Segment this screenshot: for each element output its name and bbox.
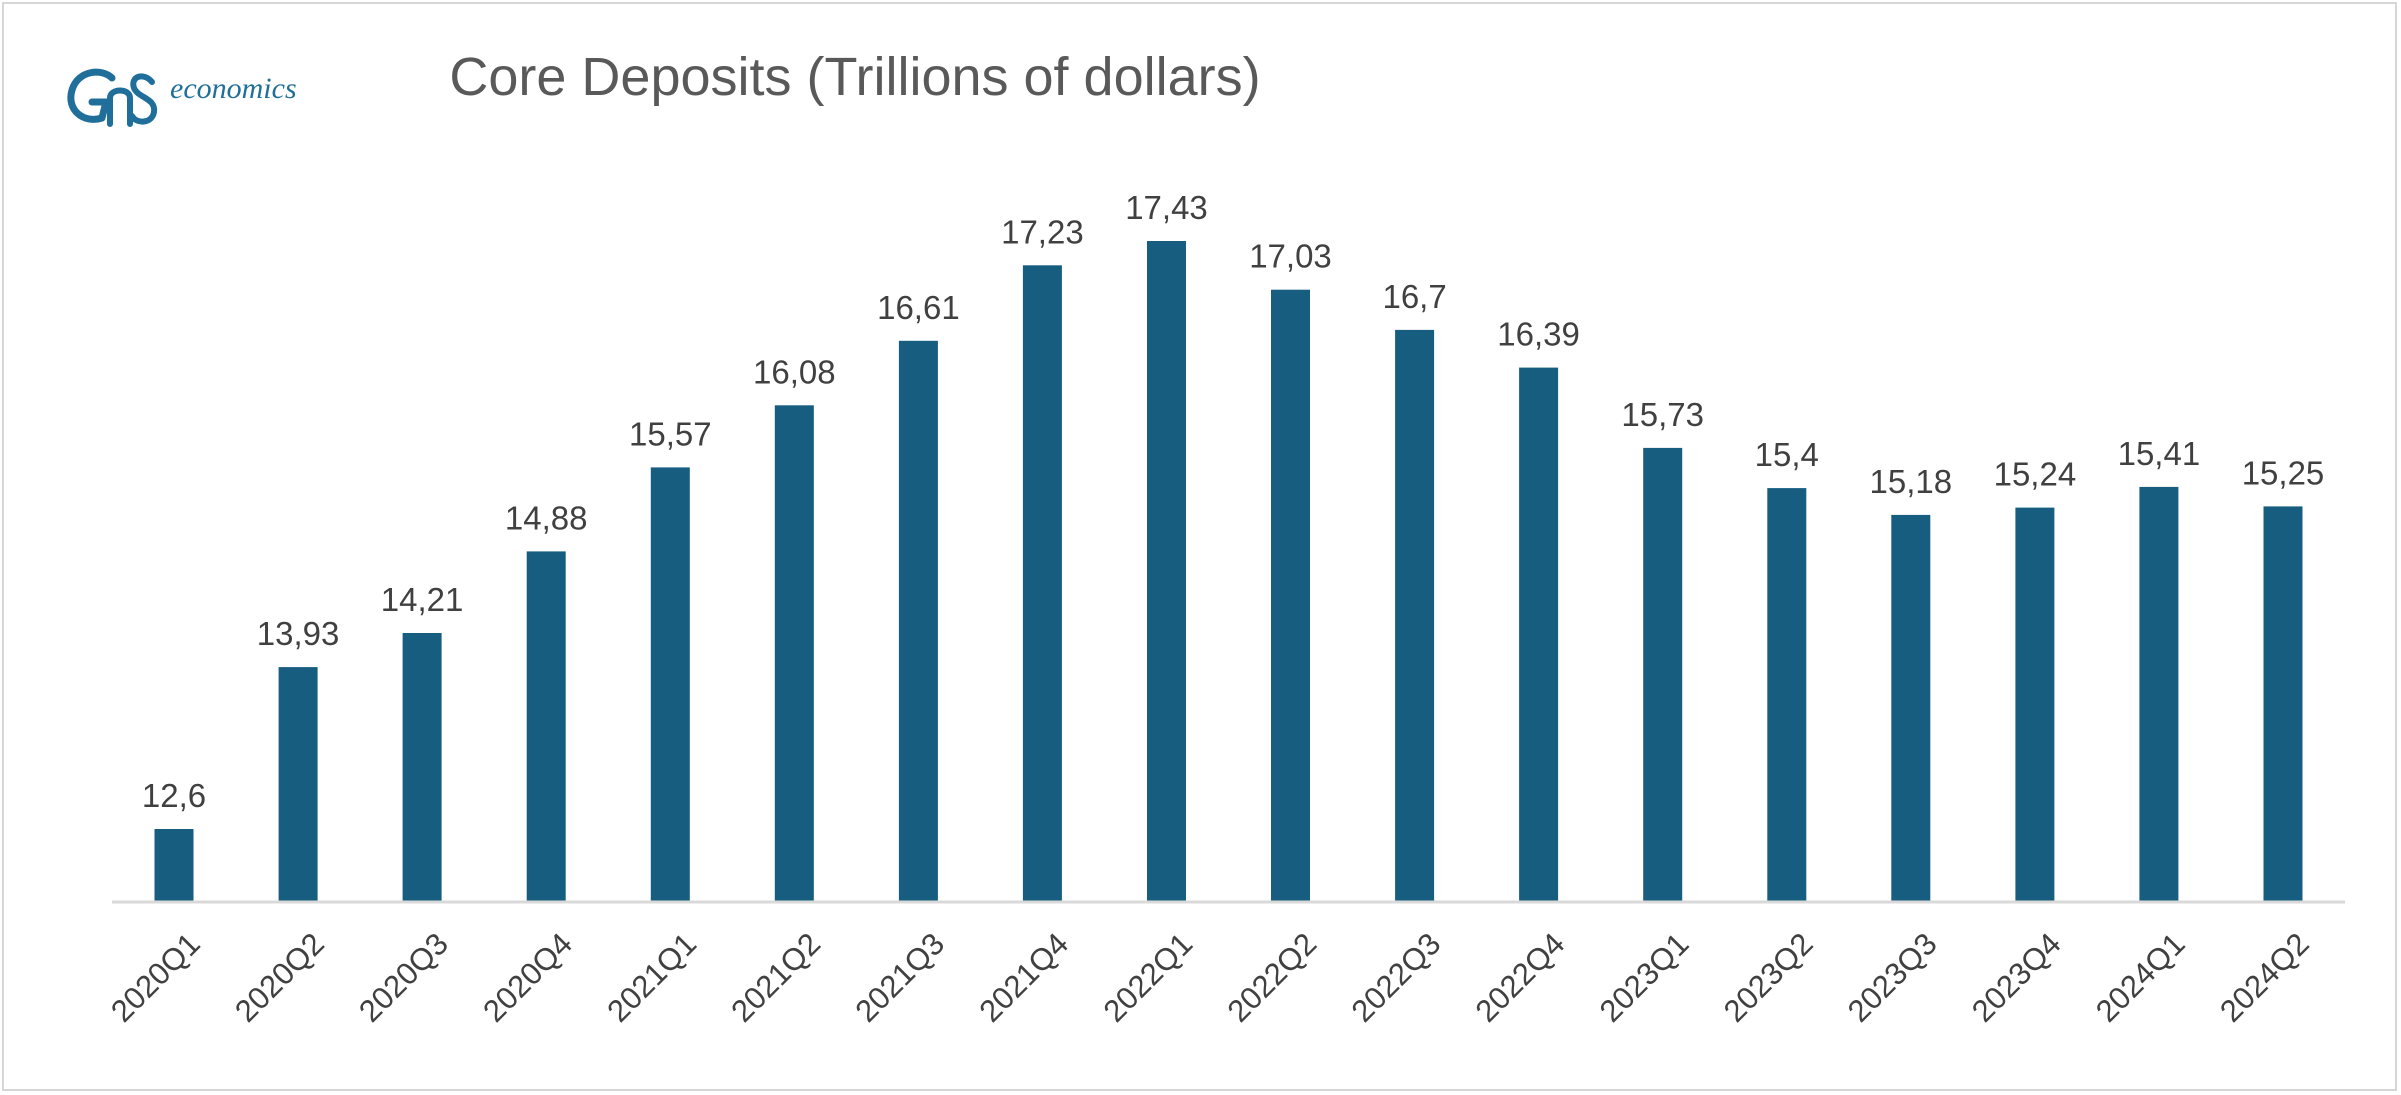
data-label-2023Q4: 15,24 xyxy=(1994,456,2077,493)
bar-2022Q1 xyxy=(1147,241,1186,902)
x-tick-label-2023Q4: 2023Q4 xyxy=(1965,926,2068,1029)
x-tick-label-2023Q2: 2023Q2 xyxy=(1717,926,1820,1029)
bar-2020Q1 xyxy=(154,829,194,902)
data-label-2022Q1: 17,43 xyxy=(1125,189,1208,226)
x-tick-label-2022Q4: 2022Q4 xyxy=(1469,926,1572,1029)
bar-2023Q1 xyxy=(1643,447,1683,902)
x-tick-label-2020Q1: 2020Q1 xyxy=(104,926,207,1029)
bar-2021Q4 xyxy=(1022,265,1062,902)
data-label-2022Q3: 16,7 xyxy=(1382,278,1446,315)
x-tick-label-2021Q4: 2021Q4 xyxy=(972,926,1075,1029)
x-tick-label-2022Q1: 2022Q1 xyxy=(1097,926,1200,1029)
bars-layer xyxy=(154,241,2303,903)
bar-2022Q2 xyxy=(1271,289,1310,902)
data-label-2022Q4: 16,39 xyxy=(1497,316,1580,353)
data-labels-layer: 12,6 13,93 14,21 14,88 15,57 16,08 16,61 17,23 1… xyxy=(142,189,2324,814)
bar-2022Q4 xyxy=(1519,367,1559,903)
data-label-2024Q1: 15,41 xyxy=(2118,435,2201,472)
x-tick-label-2021Q1: 2021Q1 xyxy=(600,926,703,1029)
x-tick-label-2022Q3: 2022Q3 xyxy=(1345,926,1448,1029)
bar-2023Q2 xyxy=(1767,488,1807,902)
x-tick-label-2023Q1: 2023Q1 xyxy=(1593,926,1696,1029)
data-label-2021Q2: 16,08 xyxy=(753,353,836,390)
x-tick-label-2021Q2: 2021Q2 xyxy=(724,926,827,1029)
data-label-2023Q3: 15,18 xyxy=(1870,463,1953,500)
bar-2020Q2 xyxy=(278,667,318,902)
bar-2023Q4 xyxy=(2015,507,2055,902)
bar-2021Q2 xyxy=(774,405,814,902)
x-tick-label-2024Q2: 2024Q2 xyxy=(2213,926,2316,1029)
data-label-2020Q4: 14,88 xyxy=(505,499,588,536)
bar-2021Q3 xyxy=(898,340,938,902)
data-label-2024Q2: 15,25 xyxy=(2242,454,2325,491)
x-tick-label-2022Q2: 2022Q2 xyxy=(1221,926,1324,1029)
x-tick-label-2020Q2: 2020Q2 xyxy=(228,926,331,1029)
chart-title: Core Deposits (Trillions of dollars) xyxy=(449,47,1260,107)
data-label-2020Q1: 12,6 xyxy=(142,777,206,814)
data-label-2022Q2: 17,03 xyxy=(1249,238,1332,275)
logo-wordmark: economics xyxy=(170,72,297,105)
data-label-2020Q3: 14,21 xyxy=(381,581,464,618)
bar-2024Q2 xyxy=(2263,506,2303,902)
bar-2023Q3 xyxy=(1891,514,1931,902)
bar-2020Q4 xyxy=(526,551,566,902)
x-tick-label-2024Q1: 2024Q1 xyxy=(2089,926,2192,1029)
bar-2022Q3 xyxy=(1395,329,1435,902)
data-label-2021Q4: 17,23 xyxy=(1001,213,1084,250)
x-tick-label-2020Q3: 2020Q3 xyxy=(352,926,455,1029)
x-tick-label-2023Q3: 2023Q3 xyxy=(1841,926,1944,1029)
data-label-2023Q1: 15,73 xyxy=(1621,396,1704,433)
data-label-2020Q2: 13,93 xyxy=(257,615,340,652)
data-label-2021Q1: 15,57 xyxy=(629,415,712,452)
bar-2020Q3 xyxy=(402,633,442,902)
x-tick-labels-layer: 2020Q1 2020Q2 2020Q3 2020Q4 2021Q1 2021Q2 2021… xyxy=(104,926,2316,1029)
bar-2021Q1 xyxy=(650,467,690,902)
bar-2024Q1 xyxy=(2139,486,2179,902)
x-tick-label-2021Q3: 2021Q3 xyxy=(848,926,951,1029)
data-label-2021Q3: 16,61 xyxy=(877,289,960,326)
x-tick-label-2020Q4: 2020Q4 xyxy=(476,926,579,1029)
gns-economics-logo: economics xyxy=(67,68,297,127)
data-label-2023Q2: 15,4 xyxy=(1755,436,1819,473)
